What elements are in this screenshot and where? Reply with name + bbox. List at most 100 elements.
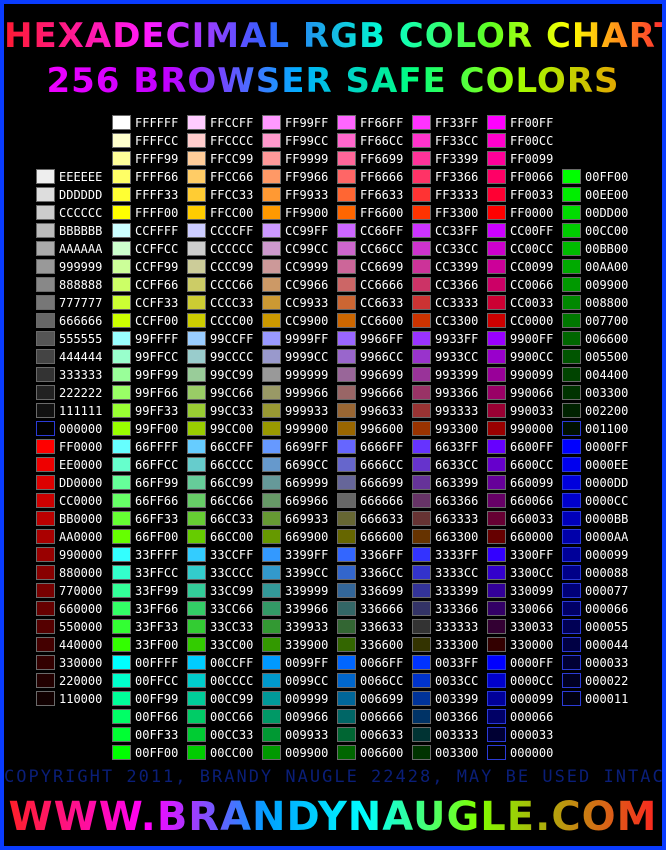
color-cell: 6600CC [487,456,555,474]
color-cell: CCFF00 [112,312,180,330]
hex-code: CC0000 [510,314,554,328]
hex-code: FFCCFF [210,116,254,130]
hex-code: 000088 [585,566,629,580]
hex-code: 999999 [59,260,103,274]
color-swatch [562,547,581,562]
hex-code: 6600CC [510,458,554,472]
color-cell: 9933FF [412,330,480,348]
color-swatch [412,223,431,238]
hex-code: 999900 [285,422,329,436]
color-swatch [36,367,55,382]
color-cell: 663300 [412,528,480,546]
hex-code: 0000AA [585,530,629,544]
color-cell: 66FFFF [112,438,180,456]
hex-code: 333300 [435,638,479,652]
hex-code: CC9933 [285,296,329,310]
color-cell: 33CC00 [187,636,255,654]
hex-code: 001100 [585,422,629,436]
color-swatch [36,583,55,598]
hex-code: 006699 [360,692,404,706]
color-swatch [412,403,431,418]
color-swatch [562,583,581,598]
color-cell: 999966 [262,384,330,402]
hex-code: FFFF33 [135,188,179,202]
color-swatch [187,115,206,130]
color-column-33: FF33FF FF33CC FF3399 FF3366 FF3333 FF3300 CC33… [412,114,480,762]
color-cell: CCFF99 [112,258,180,276]
hex-code: CC3300 [435,314,479,328]
color-swatch [36,637,55,652]
color-swatch [112,745,131,760]
color-cell: CCCCFF [187,222,255,240]
hex-code: 990000 [510,422,554,436]
color-cell: EE0000 [36,456,104,474]
color-swatch [187,475,206,490]
color-swatch [262,511,281,526]
hex-code: 339900 [285,638,329,652]
color-cell: 9933CC [412,348,480,366]
color-swatch [262,745,281,760]
color-cell: 663399 [412,474,480,492]
color-swatch [487,457,506,472]
hex-code: CC0000 [59,494,103,508]
hex-code: 993366 [435,386,479,400]
color-swatch [412,547,431,562]
hex-code: CCFFFF [135,224,179,238]
color-cell: 000033 [562,654,630,672]
hex-code: FF99FF [285,116,329,130]
color-cell: 000055 [562,618,630,636]
color-swatch [187,583,206,598]
color-cell: 339933 [262,618,330,636]
color-swatch [412,205,431,220]
color-cell: 006666 [337,708,405,726]
color-swatch [487,115,506,130]
hex-code: 770000 [59,584,103,598]
color-swatch [112,385,131,400]
color-cell: 99FFFF [112,330,180,348]
hex-code: 6699FF [285,440,329,454]
color-swatch [337,421,356,436]
color-swatch [112,457,131,472]
color-cell: 00FFCC [112,672,180,690]
hex-code: CCFF00 [135,314,179,328]
hex-code: FF9900 [285,206,329,220]
color-swatch [112,151,131,166]
color-cell: 66FF66 [112,492,180,510]
color-swatch [337,259,356,274]
color-cell: 003300 [562,384,630,402]
color-cell: FF0000 [487,204,555,222]
hex-code: 663399 [435,476,479,490]
color-swatch [36,565,55,580]
hex-code: CC6633 [360,296,404,310]
color-swatch [337,673,356,688]
hex-code: 000033 [510,728,554,742]
color-swatch [262,187,281,202]
hex-code: CCFF99 [135,260,179,274]
hex-code: CC6600 [360,314,404,328]
color-swatch [412,745,431,760]
color-swatch [412,241,431,256]
color-cell: 99CC00 [187,420,255,438]
color-swatch [112,547,131,562]
color-cell: 993300 [412,420,480,438]
hex-code: FF6600 [360,206,404,220]
color-cell: 00DD00 [562,204,630,222]
color-cell: CCCCCC [36,204,104,222]
color-swatch [36,493,55,508]
color-cell: FF66CC [337,132,405,150]
color-swatch [337,151,356,166]
hex-code: 3333FF [435,548,479,562]
color-swatch [36,511,55,526]
color-cell: 330000 [487,636,555,654]
color-cell: 006633 [337,726,405,744]
color-swatch [262,529,281,544]
hex-code: 777777 [59,296,103,310]
hex-code: CC66FF [360,224,404,238]
hex-code: 0099FF [285,656,329,670]
hex-code: 00BB00 [585,242,629,256]
color-cell: 000066 [487,708,555,726]
color-cell: 330033 [487,618,555,636]
color-swatch [412,367,431,382]
color-cell: 3333FF [412,546,480,564]
hex-code: FF99CC [285,134,329,148]
